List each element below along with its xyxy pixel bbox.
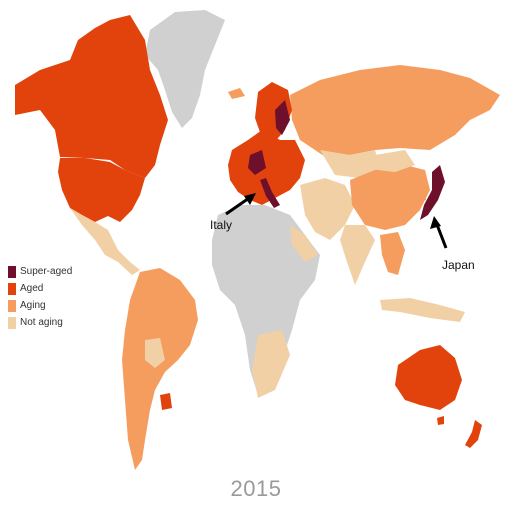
- region-europe: [228, 130, 305, 205]
- japan-label: Japan: [442, 258, 475, 272]
- italy-arrowhead: [244, 193, 256, 205]
- region-bolivia: [145, 338, 165, 368]
- legend-item: Aging: [8, 297, 72, 314]
- region-italy: [260, 178, 280, 208]
- legend-label: Aged: [20, 283, 44, 294]
- legend-swatch-aging: [8, 299, 16, 312]
- japan-arrowhead: [430, 216, 441, 229]
- region-uruguay: [160, 393, 172, 410]
- year-title: 2015: [230, 476, 282, 501]
- region-middle-east: [300, 178, 355, 240]
- region-southern-africa: [252, 330, 290, 398]
- italy-label: Italy: [210, 218, 233, 232]
- region-china: [350, 165, 430, 230]
- region-north-africa-east: [290, 225, 318, 262]
- region-kazakhstan: [320, 150, 380, 178]
- region-india: [340, 225, 375, 285]
- legend-item: Super-aged: [8, 263, 72, 280]
- region-south-america-north: [122, 268, 198, 470]
- region-southeast-asia: [380, 232, 405, 275]
- legend-swatch-super-aged: [8, 265, 16, 278]
- region-usa: [58, 158, 145, 222]
- legend: Super-aged Aged Aging Not aging: [8, 263, 72, 331]
- region-indonesia: [380, 298, 465, 322]
- region-japan: [420, 165, 445, 220]
- region-russia: [290, 65, 500, 160]
- region-korea: [418, 185, 426, 202]
- region-tasmania: [437, 416, 444, 425]
- legend-item: Aged: [8, 280, 72, 297]
- region-iceland: [228, 88, 245, 99]
- legend-label: Aging: [20, 300, 46, 311]
- region-germany: [248, 150, 266, 175]
- region-canada: [15, 15, 168, 178]
- legend-label: Not aging: [20, 317, 63, 328]
- region-new-zealand: [465, 420, 482, 448]
- legend-swatch-aged: [8, 282, 16, 295]
- region-africa: [212, 205, 320, 395]
- region-mexico: [70, 208, 140, 275]
- legend-label: Super-aged: [20, 266, 73, 277]
- region-australia: [395, 345, 462, 410]
- region-mongolia: [375, 150, 415, 172]
- legend-swatch-not-aging: [8, 316, 16, 329]
- legend-item: Not aging: [8, 314, 72, 331]
- region-finland: [275, 100, 290, 135]
- region-greenland: [145, 10, 225, 128]
